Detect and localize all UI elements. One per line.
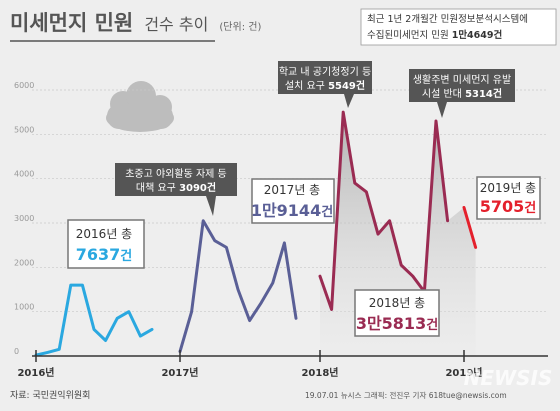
svg-text:시설 반대 5314건: 시설 반대 5314건 xyxy=(422,87,502,100)
chart-title: 미세먼지 민원 건수 추이 (단위: 건) xyxy=(10,11,261,35)
point-2016 xyxy=(116,317,119,320)
watermark: NEWSIS xyxy=(464,366,553,390)
point-2018 xyxy=(435,120,437,122)
summary-box xyxy=(360,8,557,46)
source-text: 자료: 국민권익위원회 xyxy=(10,389,90,401)
point-2017 xyxy=(190,310,193,313)
point-2017 xyxy=(283,242,286,244)
x-tick-label: 2017년 xyxy=(161,366,198,379)
summary-line2: 수집된미세먼지 민원 1만4649건 xyxy=(367,29,502,41)
point-2016 xyxy=(127,310,130,313)
y-tick-label: 1000 xyxy=(14,303,34,312)
point-2017 xyxy=(213,239,216,242)
svg-text:대책 요구 3090건: 대책 요구 3090건 xyxy=(136,181,216,194)
total-2019: 2019년 총 5705건 xyxy=(476,176,541,220)
series-2017-line xyxy=(178,219,298,354)
title-underline xyxy=(10,40,215,42)
point-2016 xyxy=(58,348,61,351)
y-tick-label: 2000 xyxy=(14,258,34,267)
point-2016 xyxy=(151,328,153,331)
point-2017 xyxy=(271,281,274,284)
point-2016 xyxy=(139,335,142,337)
callout-air-purifier: 학교 내 공기청정기 등 설치 요구 5549건 xyxy=(278,61,372,108)
y-tick-label: 6000 xyxy=(14,81,34,90)
point-2016 xyxy=(104,339,107,342)
x-tick-label: 2016년 xyxy=(17,366,54,379)
callout-outdoor: 초중고 야외활동 자제 등 대책 요구 3090건 xyxy=(115,163,237,216)
point-2016 xyxy=(69,284,72,286)
point-2017 xyxy=(225,246,228,249)
svg-text:2019년 총: 2019년 총 xyxy=(480,181,536,195)
series-2018-line xyxy=(318,110,450,311)
svg-text:2017년 총: 2017년 총 xyxy=(264,183,320,197)
point-2018 xyxy=(377,233,379,235)
y-tick-label: 4000 xyxy=(14,170,34,179)
point-2018 xyxy=(353,182,356,185)
svg-text:5705건: 5705건 xyxy=(480,197,537,216)
total-2018: 2018년 총 3만5813건 xyxy=(354,289,440,337)
callout-facility: 생활주변 미세먼지 유발 시설 반대 5314건 xyxy=(409,69,515,118)
summary-line1: 최근 1년 2개월간 민원정보분석시스템에 xyxy=(367,13,528,25)
point-2018 xyxy=(365,191,368,193)
point-2017 xyxy=(260,301,263,304)
point-2016 xyxy=(46,351,49,354)
credit-text: 19.07.01 뉴시스 그래픽: 전진우 기자 618tue@newsis.c… xyxy=(305,390,507,400)
point-2017 xyxy=(202,219,205,222)
point-2017 xyxy=(295,317,297,320)
line-layer xyxy=(34,110,478,357)
point-2018 xyxy=(411,275,414,278)
point-2019 xyxy=(474,246,477,249)
svg-text:7637건: 7637건 xyxy=(76,245,133,264)
svg-text:초중고 야외활동 자제 등: 초중고 야외활동 자제 등 xyxy=(125,167,227,180)
axis-layer: 0 1000 2000 3000 4000 5000 6000 2016년 2017년 2018년… xyxy=(14,81,548,379)
point-2018 xyxy=(319,275,321,278)
point-2017 xyxy=(237,288,239,291)
y-tick-label: 5000 xyxy=(14,125,34,134)
svg-text:3만5813건: 3만5813건 xyxy=(356,314,438,333)
svg-text:학교 내 공기청정기 등: 학교 내 공기청정기 등 xyxy=(279,66,371,78)
svg-text:생활주변 미세먼지 유발: 생활주변 미세먼지 유발 xyxy=(413,73,511,86)
point-2016 xyxy=(93,328,95,331)
point-2018 xyxy=(388,219,391,222)
svg-text:설치 요구 5549건: 설치 요구 5549건 xyxy=(285,79,365,92)
series-2019-line xyxy=(462,205,478,249)
total-2017: 2017년 총 1만9144건 xyxy=(251,178,335,224)
y-tick-label: 0 xyxy=(14,347,19,356)
x-tick-label: 2019년 xyxy=(445,366,482,379)
point-2017 xyxy=(248,319,251,322)
point-2018 xyxy=(446,219,449,222)
series-2016-line xyxy=(34,283,154,357)
point-2018 xyxy=(342,111,345,114)
svg-text:2018년 총: 2018년 총 xyxy=(369,296,425,310)
svg-text:2016년 총: 2016년 총 xyxy=(76,227,132,241)
point-2016 xyxy=(81,284,84,286)
cloud-icon xyxy=(106,81,174,132)
y-tick-label: 3000 xyxy=(14,214,34,223)
total-2016: 2016년 총 7637건 xyxy=(67,219,145,269)
x-tick-label: 2018년 xyxy=(301,366,338,379)
point-2018 xyxy=(400,264,403,267)
point-2018 xyxy=(330,308,333,311)
point-2019 xyxy=(463,206,465,209)
svg-text:1만9144건: 1만9144건 xyxy=(251,201,333,220)
